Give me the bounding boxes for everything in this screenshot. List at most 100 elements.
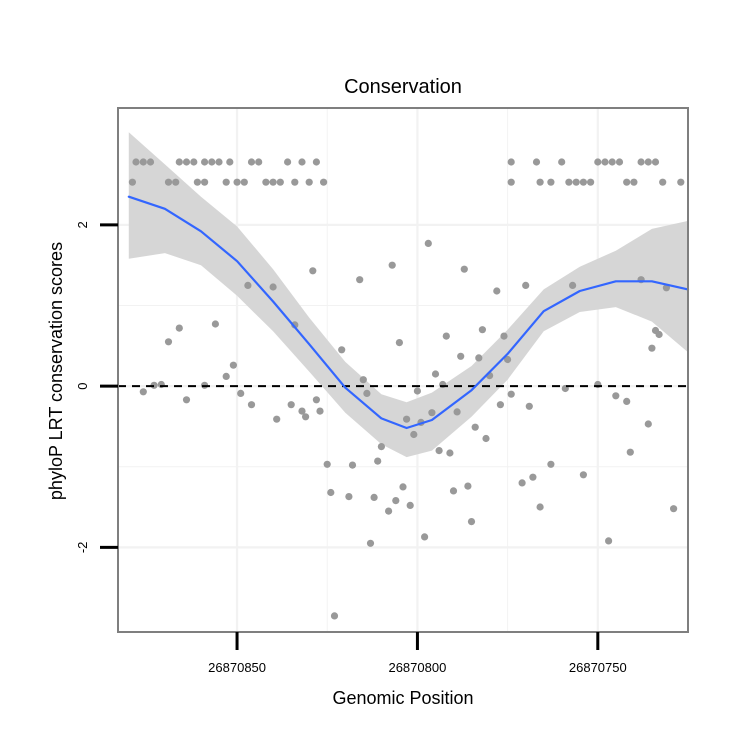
data-point <box>626 448 634 456</box>
data-point <box>395 339 403 347</box>
data-point <box>385 507 393 515</box>
data-point <box>475 354 483 362</box>
data-point <box>338 346 346 354</box>
data-point <box>460 265 468 273</box>
data-point <box>496 401 504 409</box>
data-point <box>175 158 183 166</box>
data-point <box>139 158 147 166</box>
data-point <box>659 178 667 186</box>
data-point <box>605 537 613 545</box>
data-point <box>201 178 209 186</box>
x-tick-label: 26870800 <box>388 660 446 675</box>
data-point <box>388 261 396 269</box>
data-point <box>190 158 198 166</box>
data-point <box>320 178 328 186</box>
data-point <box>327 488 335 497</box>
data-point <box>572 178 580 186</box>
data-point <box>525 402 533 410</box>
data-point <box>330 612 339 620</box>
data-point <box>446 449 454 457</box>
data-point <box>457 352 465 360</box>
data-point <box>164 178 173 186</box>
data-point <box>363 389 371 397</box>
data-point <box>500 332 508 340</box>
data-point <box>146 158 155 166</box>
data-point <box>507 178 515 186</box>
data-point <box>579 178 588 186</box>
data-point <box>493 287 501 295</box>
data-point <box>547 460 555 468</box>
data-point <box>536 503 544 511</box>
data-point <box>377 443 385 451</box>
data-point <box>410 430 418 439</box>
data-point <box>208 158 216 166</box>
data-point <box>201 158 209 166</box>
data-point <box>316 407 324 415</box>
data-point <box>359 376 367 384</box>
data-point <box>229 361 237 369</box>
data-point <box>222 178 230 186</box>
data-point <box>421 533 429 541</box>
data-point <box>233 178 241 186</box>
data-point <box>467 518 476 526</box>
data-point <box>670 505 678 513</box>
data-point <box>132 158 140 166</box>
data-point <box>644 158 652 166</box>
data-point <box>193 178 201 186</box>
data-point <box>298 158 306 166</box>
smooth-line <box>127 195 690 430</box>
data-point <box>182 396 191 404</box>
data-point <box>518 479 526 487</box>
data-point <box>529 473 537 481</box>
data-point <box>507 158 515 166</box>
data-point <box>139 388 147 396</box>
smooth-curve <box>127 195 690 430</box>
data-point <box>587 178 595 186</box>
data-point <box>164 338 173 346</box>
data-point <box>211 320 219 328</box>
y-tick-label: -2 <box>75 542 90 554</box>
data-point <box>244 281 252 289</box>
data-point <box>370 493 378 501</box>
data-point <box>298 407 306 415</box>
data-point <box>128 178 136 186</box>
data-point <box>565 178 573 186</box>
data-point <box>623 397 631 405</box>
data-point <box>323 460 331 468</box>
data-point <box>630 178 638 186</box>
data-point <box>644 420 652 428</box>
data-point <box>309 267 317 275</box>
y-axis-title: phyloP LRT conservation scores <box>46 242 66 500</box>
y-tick-label: 2 <box>75 221 90 228</box>
data-point <box>403 415 411 423</box>
data-point <box>677 178 685 186</box>
chart-title: Conservation <box>344 76 462 98</box>
confidence-band <box>128 132 689 458</box>
data-point <box>601 158 609 166</box>
data-point <box>453 408 461 416</box>
data-point <box>356 276 364 284</box>
data-point <box>482 434 490 443</box>
data-point <box>302 413 310 421</box>
x-axis: 26870850 26870800 26870750 <box>208 632 627 675</box>
data-point <box>305 178 313 186</box>
data-point <box>345 493 353 501</box>
data-point <box>522 281 530 289</box>
data-point <box>612 392 620 400</box>
y-tick-label: 0 <box>75 382 90 389</box>
data-point <box>569 281 577 289</box>
data-point <box>284 158 292 166</box>
data-point <box>413 387 421 395</box>
data-point <box>507 390 515 398</box>
data-point <box>175 324 183 332</box>
data-point <box>348 461 357 469</box>
data-point <box>262 178 270 186</box>
data-point <box>504 355 512 364</box>
grid-lines <box>118 108 688 632</box>
data-point <box>623 178 631 186</box>
data-point <box>392 497 400 505</box>
data-point <box>532 158 541 166</box>
data-point <box>547 178 555 186</box>
confidence-band-area <box>128 132 689 458</box>
